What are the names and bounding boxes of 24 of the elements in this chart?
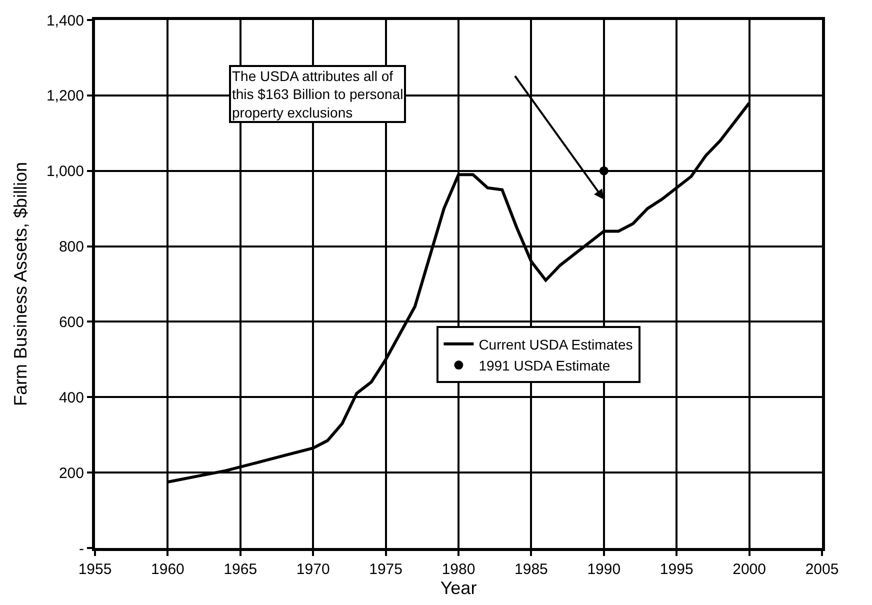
x-tick-label: 1955 [78, 561, 112, 578]
legend-label: Current USDA Estimates [478, 336, 633, 352]
y-tick-label: 600 [58, 314, 84, 331]
y-tick-label: 1,400 [46, 12, 84, 30]
x-tick-label: 2005 [805, 561, 839, 578]
x-tick-label: 1995 [660, 561, 694, 578]
y-tick-label: 1,000 [46, 163, 84, 180]
x-tick-label: 1980 [442, 561, 476, 578]
x-tick-label: 1975 [369, 561, 402, 578]
annotation: The USDA attributes all of this $163 Billion to personal property exclusions [232, 68, 404, 120]
y-tick-label: 200 [58, 464, 84, 482]
y-axis-title: Farm Business Assets, $billion [10, 162, 31, 406]
x-tick-label: 1960 [151, 561, 184, 578]
y-tick-label: - [79, 540, 84, 558]
x-axis-title: Year [440, 578, 477, 598]
x-tick-label: 1970 [296, 561, 330, 578]
legend-label: 1991 USDA Estimate [478, 358, 610, 374]
y-tick-label: 800 [58, 238, 84, 256]
x-tick-label: 1985 [514, 561, 548, 578]
y-tick-label: 1,200 [46, 88, 84, 105]
y-tick-label: 400 [58, 389, 84, 406]
x-tick-label: 1990 [587, 561, 621, 578]
x-tick-label: 2000 [732, 561, 766, 578]
x-tick-label: 1965 [224, 561, 258, 578]
